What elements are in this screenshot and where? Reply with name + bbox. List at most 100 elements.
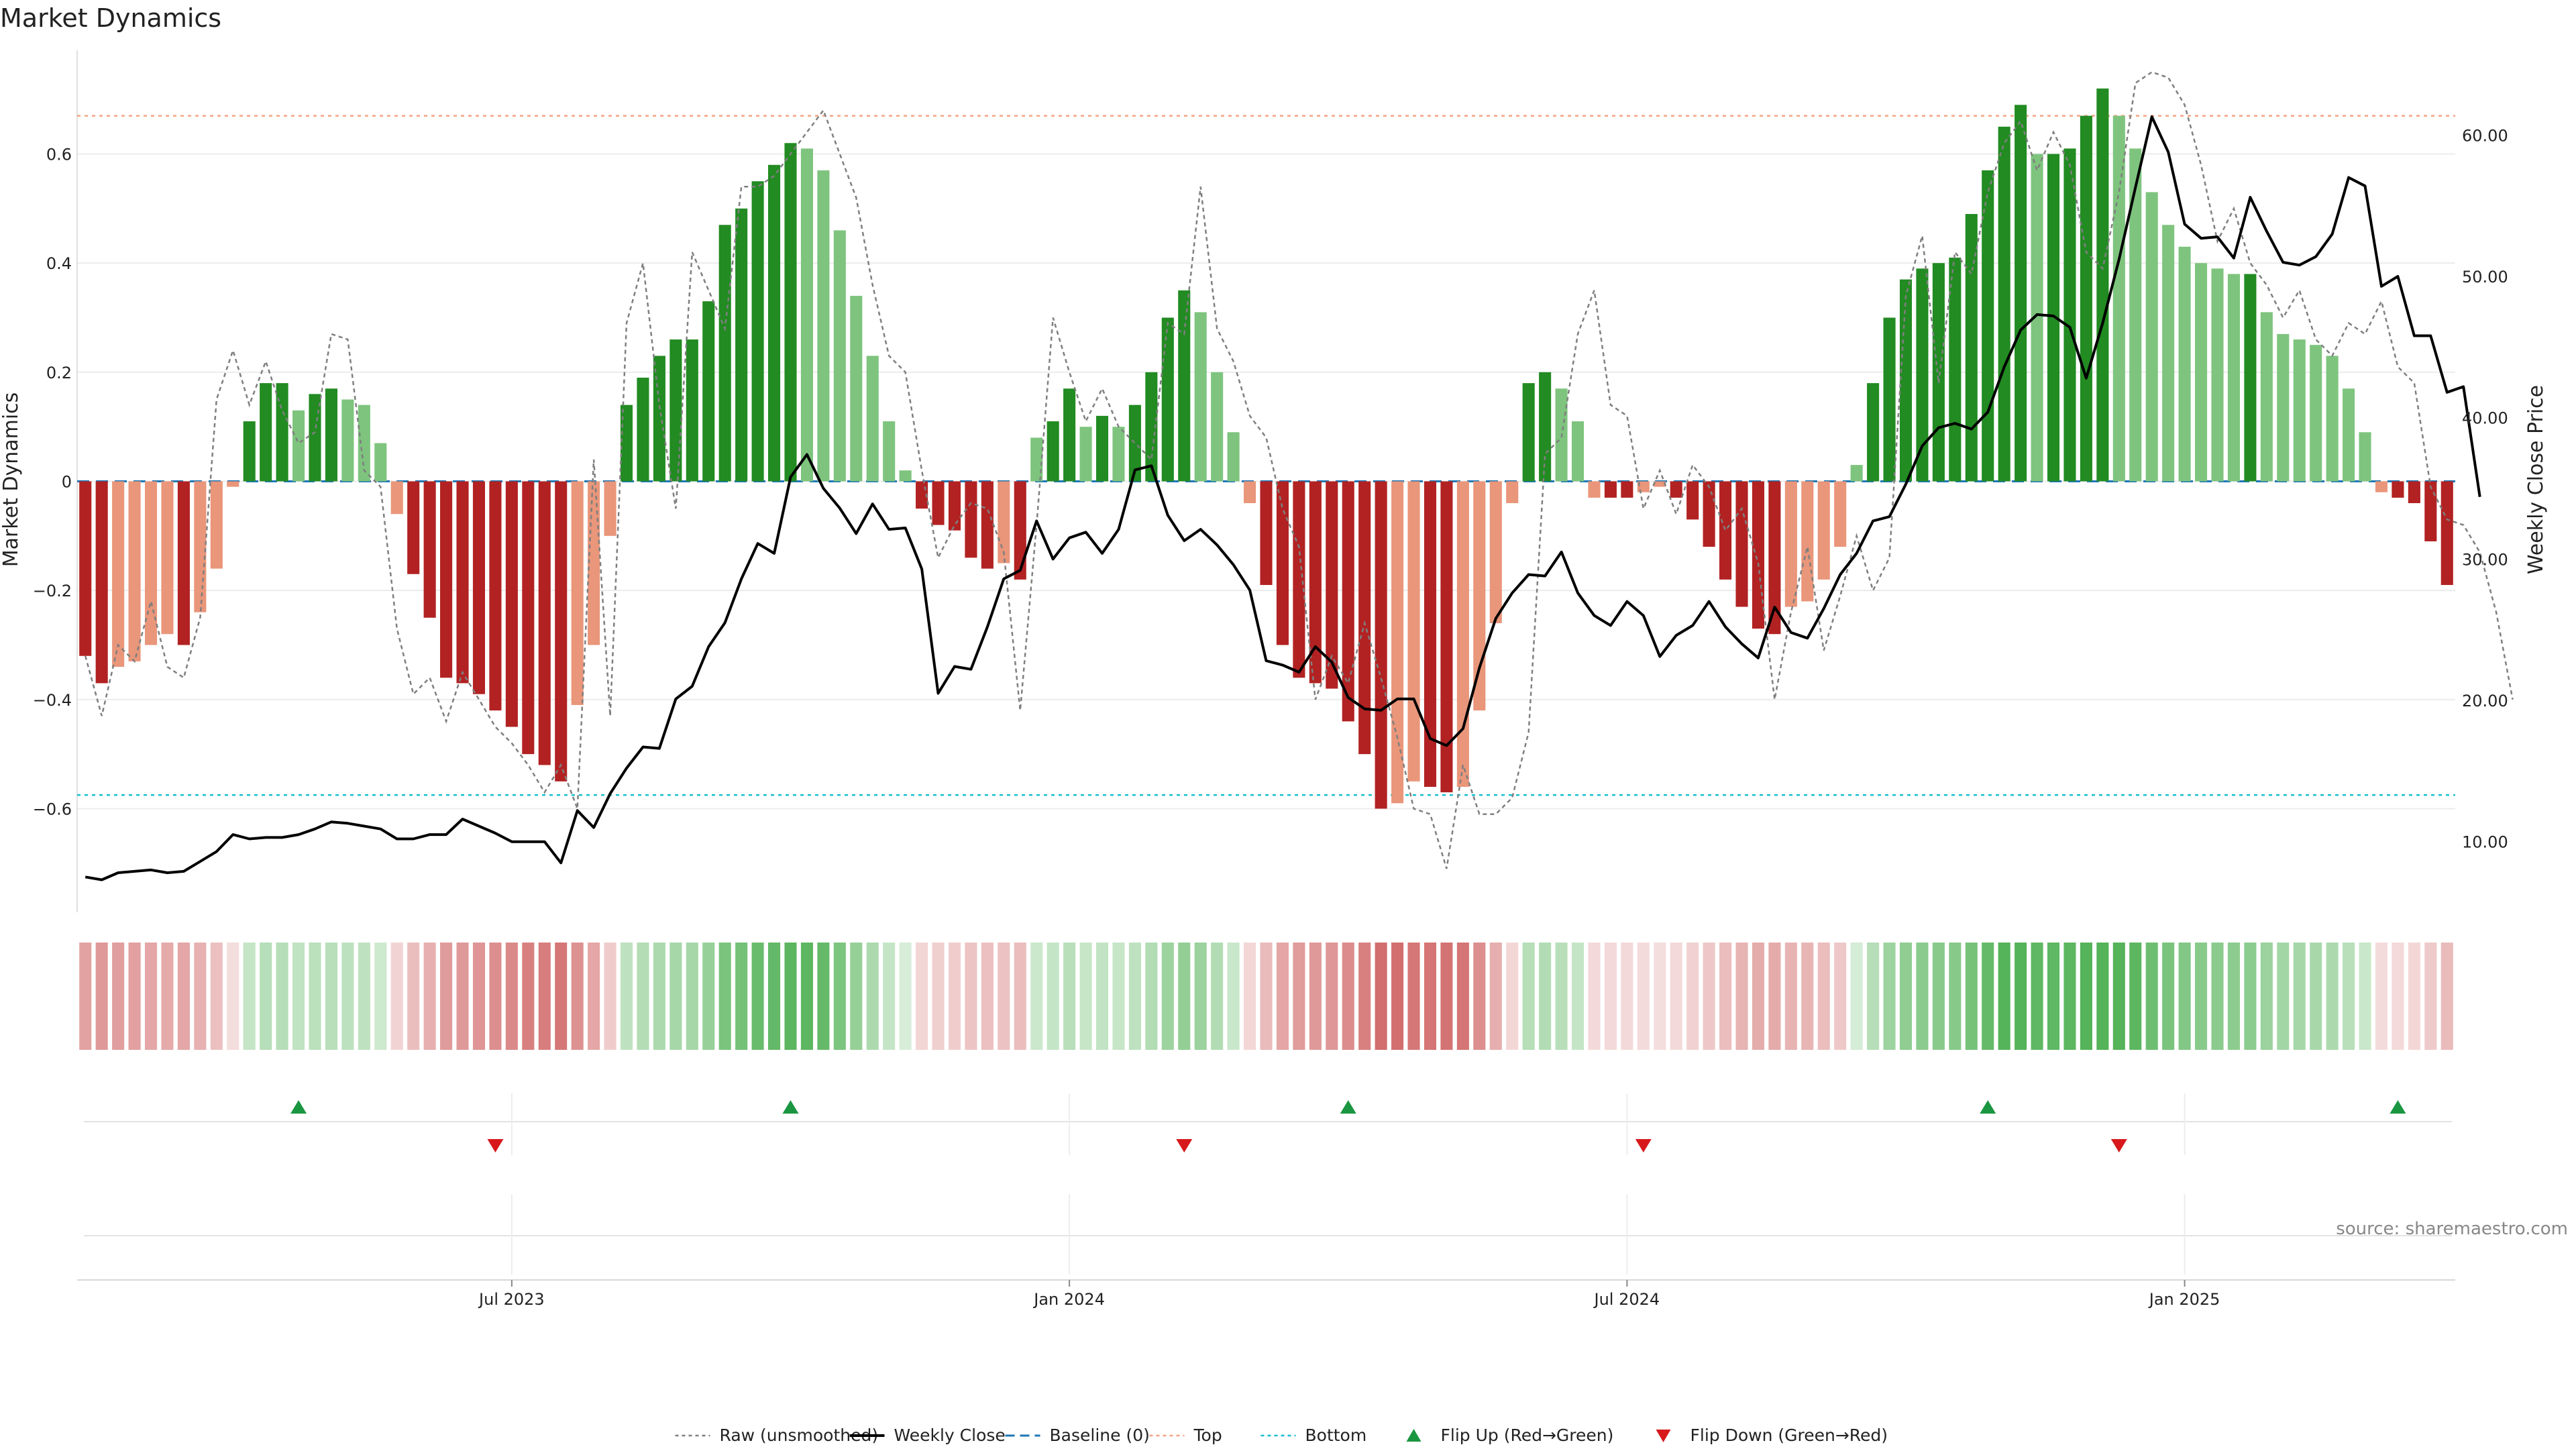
dynamics-bar [374,443,387,482]
left-axis-ticks: −0.6 −0.4 −0.2 0 0.2 0.4 0.6 [33,146,72,819]
dynamics-bar [637,377,649,482]
left-tick-label: 0.2 [46,364,72,382]
heat-cell [2359,943,2371,1050]
dynamics-bar [1883,317,1896,482]
heat-cell [1654,943,1666,1050]
heat-cell [833,943,846,1050]
heat-cell [161,943,174,1050]
heat-cell [505,943,518,1050]
dynamics-bar [1161,317,1174,482]
heat-cell [1949,943,1962,1050]
dynamics-bar [1867,383,1880,482]
heat-cell [1391,943,1404,1050]
heat-cell [1883,943,1896,1050]
heat-cell [2326,943,2339,1050]
heat-cell [276,943,288,1050]
dynamics-bar [800,148,813,482]
heat-cell [1046,943,1059,1050]
dynamics-bar [1178,290,1191,482]
source-note: source: sharemaestro.com [2336,1219,2568,1239]
heat-cell [1555,943,1568,1050]
heat-cell [2145,943,2158,1050]
dynamics-bar [702,301,715,482]
dynamics-bar [505,481,518,727]
heat-cell [522,943,535,1050]
heat-cell [588,943,600,1050]
dynamics-bar [2080,115,2092,482]
dynamics-bar [588,481,600,645]
heat-cell [998,943,1010,1050]
heat-cell [1244,943,1256,1050]
dynamics-bar [1309,481,1322,684]
heat-cell [1424,943,1437,1050]
heat-cell [1735,943,1748,1050]
legend: Raw (unsmoothed) Weekly Close Baseline (0)… [675,1426,1888,1445]
flip-down-marker [1635,1139,1652,1152]
dynamics-bar [128,481,141,661]
dynamics-bar [1768,481,1781,635]
right-tick-label: 60.00 [2462,126,2508,145]
heat-cell [1407,943,1420,1050]
heat-cell [2195,943,2208,1050]
heat-cell [2031,943,2043,1050]
dynamics-bar [604,481,616,536]
heat-cell [2162,943,2175,1050]
dynamics-bar [112,481,125,667]
flip-down-marker [1176,1139,1193,1152]
dynamics-bar [751,181,764,482]
dynamics-bar [932,481,945,525]
left-tick-label: 0 [62,473,72,492]
dynamics-bar [2310,345,2322,482]
dynamics-bar [1998,126,2010,482]
heat-cell [374,943,387,1050]
dynamics-bar [1850,465,1863,482]
heat-cell [456,943,469,1050]
heat-cell [423,943,436,1050]
heat-cell [1899,943,1913,1050]
dynamics-bar [2359,432,2371,482]
dynamics-bar [1489,481,1502,623]
dynamics-bar [440,481,453,678]
heat-cell [1260,943,1273,1050]
dynamics-bar [522,481,535,755]
dynamics-bar [341,399,354,482]
heat-cell [325,943,337,1050]
dynamics-bar [1588,481,1601,498]
heat-cell [2112,943,2125,1050]
heat-cell [768,943,781,1050]
heat-cell [932,943,945,1050]
chart-title: Market Dynamics [0,3,221,33]
dynamics-bar [1440,481,1453,793]
flip-up-icon [1406,1429,1421,1442]
dynamics-bar [2260,312,2273,482]
heat-cell [817,943,830,1050]
heat-cell [702,943,715,1050]
heat-cell [1079,943,1092,1050]
dynamics-bar [1260,481,1273,586]
dynamics-bar [1112,427,1125,482]
left-tick-label: 0.4 [46,254,72,273]
flip-down-marker [2110,1139,2127,1152]
heat-cell [1473,943,1486,1050]
heat-cell [2440,943,2453,1050]
heat-cell [128,943,141,1050]
dynamics-bar [1949,258,1962,482]
flip-down-marker [487,1139,504,1152]
heat-cell [2178,943,2191,1050]
dynamics-bar [1522,383,1535,482]
dynamics-bar [2015,105,2027,482]
heat-cell [1686,943,1699,1050]
heat-cell [620,943,633,1050]
heat-cell [1178,943,1191,1050]
heat-cell [1982,943,1994,1050]
heat-cell [1916,943,1929,1050]
left-tick-label: −0.4 [33,691,72,710]
heat-cell [1276,943,1289,1050]
dynamics-bar [538,481,551,765]
dynamics-bar [735,208,748,482]
dynamics-bar [1654,481,1666,487]
heat-cell [538,943,551,1050]
heat-cell [1539,943,1552,1050]
